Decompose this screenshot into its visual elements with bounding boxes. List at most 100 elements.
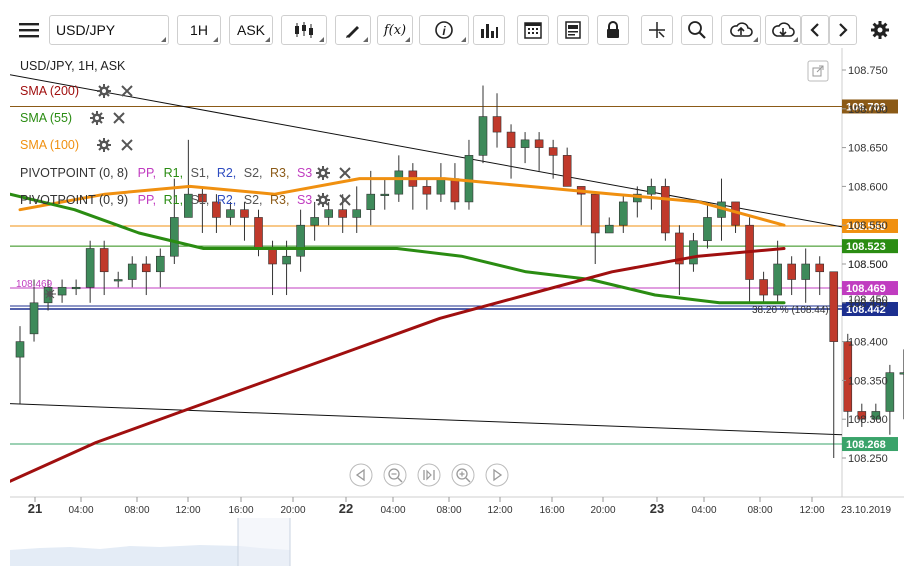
pivot2-settings-icon[interactable] (316, 193, 330, 207)
settings-button[interactable] (866, 15, 894, 45)
sma200-settings-icon[interactable] (97, 84, 111, 98)
candle-body (71, 286, 81, 290)
pivot2-name: PIVOTPOINT (0, 9) (20, 193, 128, 207)
scroll-back-button[interactable] (801, 15, 829, 45)
candles (15, 85, 904, 458)
navigator[interactable] (10, 518, 842, 566)
x-tick-label: 21 (28, 501, 42, 516)
info-button[interactable]: i (419, 15, 469, 45)
legend-pivot1[interactable]: PIVOTPOINT (0, 8) PP, R1, S1, R2, S2, R3… (20, 166, 312, 180)
y-tick-label: 108.250 (848, 453, 888, 465)
candle-body (703, 217, 712, 242)
y-tick-label: 108.650 (848, 143, 888, 155)
legend-pivot2[interactable]: PIVOTPOINT (0, 9) PP, R1, S1, R2, S2, R3… (20, 193, 312, 207)
candle-body (661, 186, 670, 234)
sma200-line (8, 247, 786, 483)
x-tick-label: 08:00 (124, 505, 149, 516)
candle-body (240, 209, 249, 218)
legend-sma200[interactable]: SMA (200) (20, 84, 79, 98)
y-tick-label: 108.350 (848, 375, 888, 387)
legend-sma55[interactable]: SMA (55) (20, 111, 72, 125)
candle-body (618, 201, 628, 226)
candle-body (506, 131, 516, 148)
lower-trendline (9, 403, 843, 436)
candle-body (85, 248, 95, 288)
candle-body (843, 341, 853, 412)
sma55-settings-icon[interactable] (90, 111, 104, 125)
candle-body (689, 240, 698, 265)
save-cloud-button[interactable] (721, 15, 761, 45)
candle-body (534, 139, 544, 148)
pivot2-pp: PP, (138, 193, 157, 207)
candle-body (380, 193, 390, 196)
x-tick-label: 04:00 (68, 505, 93, 516)
draw-button[interactable] (335, 15, 371, 45)
draw-pencil-icon (346, 26, 359, 38)
x-tick-label: 23.10.2019 (841, 505, 891, 516)
candle-body (450, 178, 460, 203)
price-type-select[interactable]: ASK (229, 15, 273, 45)
candle-body (198, 193, 207, 203)
candle-body (296, 224, 305, 257)
sma100-settings-icon[interactable] (97, 138, 111, 152)
timeframe-select[interactable]: 1H (177, 15, 221, 45)
scroll-right-icon[interactable] (485, 463, 509, 487)
sma200-close-icon[interactable] (121, 85, 133, 97)
load-cloud-button[interactable] (765, 15, 801, 45)
x-tick-label: 16:00 (539, 505, 564, 516)
x-tick-label: 04:00 (380, 505, 405, 516)
pivot1-r1: R1, (164, 166, 183, 180)
pivot1-name: PIVOTPOINT (0, 8) (20, 166, 128, 180)
pivot1-s1: S1, (191, 166, 210, 180)
crosshair-button[interactable] (641, 15, 673, 45)
candle-body (254, 217, 263, 249)
lock-icon (607, 21, 619, 38)
scroll-left-icon[interactable] (349, 463, 373, 487)
indicators-button[interactable]: f(x) (377, 15, 413, 45)
pivot2-r2: R2, (217, 193, 236, 207)
popout-icon[interactable] (807, 60, 829, 82)
news-button[interactable] (557, 15, 589, 45)
price-tag (842, 302, 898, 317)
news-icon (565, 21, 581, 39)
sma55-close-icon[interactable] (113, 112, 125, 124)
x-tick-label: 08:00 (747, 505, 772, 516)
chart-nav-controls (349, 463, 509, 487)
price-chart[interactable]: 108.703 108.549 108.523 108.469 108.442 108.2… (8, 48, 904, 566)
zoom-out-icon[interactable] (383, 463, 407, 487)
lock-button[interactable] (597, 15, 629, 45)
x-tick-label: 23 (650, 501, 664, 516)
zoom-button[interactable] (681, 15, 713, 45)
pivot1-s2: S2, (244, 166, 263, 180)
x-tick-label: 12:00 (799, 505, 824, 516)
pivot2-s1: S1, (191, 193, 210, 207)
price-tag (842, 99, 898, 114)
pivot1-settings-icon[interactable] (316, 166, 330, 180)
candle-body (156, 255, 165, 273)
sma100-close-icon[interactable] (121, 139, 133, 151)
symbol-select[interactable]: USD/JPY (49, 15, 169, 45)
pivot2-s3: S3 (297, 193, 312, 207)
chart-area[interactable]: 108.703 108.549 108.523 108.469 108.442 108.2… (8, 48, 904, 566)
candle-body (464, 155, 474, 203)
reset-zoom-icon[interactable] (417, 463, 441, 487)
legend-sma100[interactable]: SMA (100) (20, 138, 79, 152)
candle-body (773, 263, 782, 296)
candle-body (324, 209, 333, 218)
y-tick-label: 108.500 (848, 259, 888, 271)
candle-body (857, 411, 867, 420)
pivot2-close-icon[interactable] (339, 194, 351, 206)
pivot1-close-icon[interactable] (339, 167, 351, 179)
menu-button[interactable] (14, 15, 44, 45)
x-tick-label: 16:00 (228, 505, 253, 516)
volume-button[interactable] (473, 15, 505, 45)
sma100-line (18, 177, 786, 227)
candle-body (759, 279, 768, 296)
chart-type-button[interactable] (281, 15, 327, 45)
candle-body (141, 263, 151, 273)
scroll-forward-button[interactable] (829, 15, 857, 45)
zoom-in-icon[interactable] (451, 463, 475, 487)
price-tag (842, 437, 898, 452)
y-tick-label: 108.750 (848, 65, 888, 77)
calendar-button[interactable] (517, 15, 549, 45)
